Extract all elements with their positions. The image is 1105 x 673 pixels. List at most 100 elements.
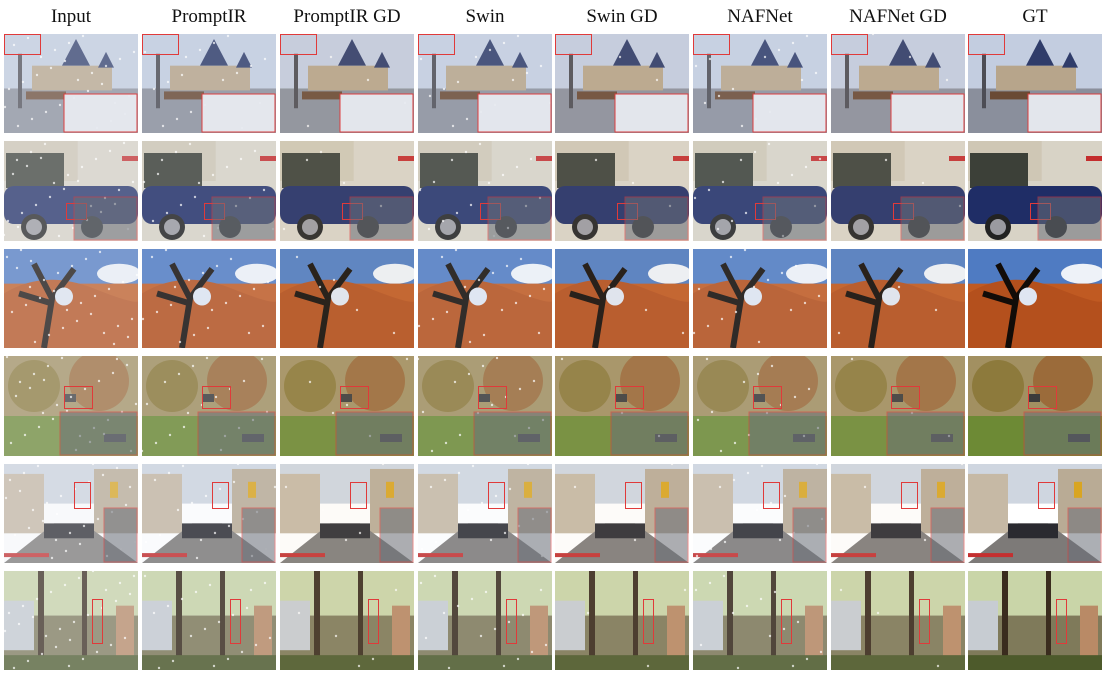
zoom-inset (103, 507, 138, 563)
result-image (831, 141, 965, 241)
result-image-svg (831, 356, 965, 456)
column-header: NAFNet (727, 6, 793, 27)
result-image-svg (142, 141, 276, 241)
result-image (693, 356, 827, 456)
zoom-region-box (753, 386, 782, 409)
result-image-svg (418, 141, 552, 241)
result-image-svg (555, 356, 689, 456)
result-image-svg (968, 356, 1102, 456)
result-image (831, 34, 965, 133)
result-image (968, 464, 1102, 563)
result-image-svg (968, 34, 1102, 133)
result-image-svg (4, 34, 138, 133)
zoom-region-box (350, 482, 367, 509)
column-header: Swin GD (586, 6, 658, 27)
column-header: Swin (465, 6, 505, 27)
result-image (555, 34, 689, 133)
column-header: PromptIR GD (293, 6, 401, 27)
result-image (4, 571, 138, 670)
result-image (280, 464, 414, 563)
zoom-region-box (92, 599, 103, 644)
zoom-region-box (488, 482, 505, 509)
result-image (280, 249, 414, 348)
result-image (418, 571, 552, 670)
result-image-svg (4, 571, 138, 670)
zoom-region-box (74, 482, 91, 509)
result-image (968, 34, 1102, 133)
result-image (4, 356, 138, 456)
result-image-svg (418, 249, 552, 348)
zoom-region-box (901, 482, 918, 509)
result-image (968, 356, 1102, 456)
result-image (693, 571, 827, 670)
zoom-region-box (1056, 599, 1067, 644)
result-image-svg (693, 356, 827, 456)
zoom-region-box (919, 599, 930, 644)
result-image-svg (280, 356, 414, 456)
result-image (831, 571, 965, 670)
result-image (418, 249, 552, 348)
result-image-svg (555, 141, 689, 241)
zoom-region-box (64, 386, 93, 409)
result-image-svg (280, 34, 414, 133)
result-image-svg (555, 464, 689, 563)
zoom-region-box (1038, 482, 1055, 509)
zoom-inset (349, 196, 414, 241)
zoom-region-box (280, 34, 317, 55)
result-image (142, 464, 276, 563)
zoom-inset (379, 507, 414, 563)
result-image (968, 571, 1102, 670)
result-image (142, 356, 276, 456)
result-image (142, 249, 276, 348)
zoom-region-box (555, 34, 592, 55)
zoom-region-box (478, 386, 507, 409)
result-image-svg (280, 464, 414, 563)
result-image (555, 249, 689, 348)
result-image (418, 141, 552, 241)
column-header: GT (1022, 6, 1048, 27)
zoom-inset (654, 507, 689, 563)
zoom-region-box (643, 599, 654, 644)
zoom-inset (752, 93, 827, 133)
zoom-inset (473, 411, 552, 456)
result-image-svg (280, 571, 414, 670)
result-image-svg (831, 249, 965, 348)
result-image-svg (280, 141, 414, 241)
result-image-svg (280, 249, 414, 348)
result-image (831, 464, 965, 563)
result-image (968, 141, 1102, 241)
result-image-svg (555, 571, 689, 670)
zoom-inset (930, 507, 965, 563)
zoom-region-box (831, 34, 868, 55)
result-image (418, 356, 552, 456)
zoom-region-box (693, 34, 730, 55)
zoom-inset (890, 93, 965, 133)
result-image (142, 34, 276, 133)
zoom-inset (59, 411, 138, 456)
result-image-svg (693, 249, 827, 348)
zoom-region-box (418, 34, 455, 55)
result-image (142, 141, 276, 241)
result-image-svg (831, 34, 965, 133)
column-header: Input (50, 6, 92, 27)
zoom-region-box (142, 34, 179, 55)
result-image-svg (142, 464, 276, 563)
zoom-region-box (1028, 386, 1057, 409)
zoom-region-box (968, 34, 1005, 55)
zoom-inset (211, 196, 276, 241)
result-image (555, 464, 689, 563)
result-image-svg (968, 464, 1102, 563)
zoom-inset (339, 93, 414, 133)
zoom-inset (63, 93, 138, 133)
zoom-inset (762, 196, 827, 241)
result-image-svg (142, 249, 276, 348)
result-image (693, 141, 827, 241)
result-image (555, 141, 689, 241)
zoom-inset (886, 411, 965, 456)
result-image (418, 34, 552, 133)
result-image-svg (4, 464, 138, 563)
result-image (4, 34, 138, 133)
zoom-inset (487, 196, 552, 241)
result-image (693, 249, 827, 348)
zoom-region-box (615, 386, 644, 409)
